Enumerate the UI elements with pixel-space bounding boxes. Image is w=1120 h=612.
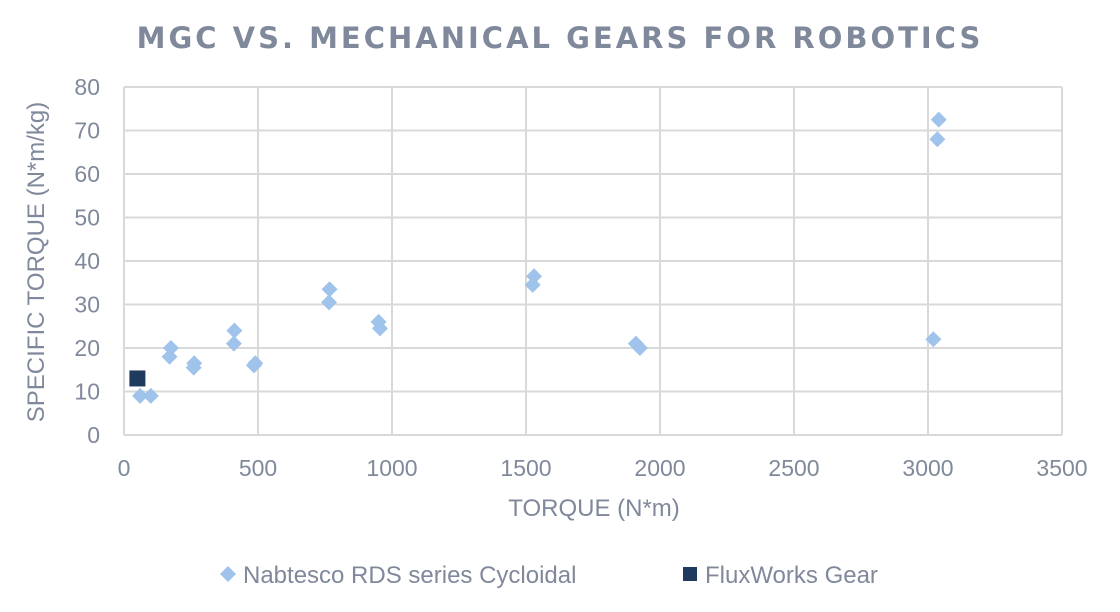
x-tick-label: 3500 — [1036, 455, 1087, 481]
x-tick-label: 1500 — [500, 455, 551, 481]
legend-item-nabtesco: Nabtesco RDS series Cycloidal — [220, 562, 576, 589]
y-tick-label: 80 — [74, 74, 100, 100]
y-tick-label: 70 — [74, 118, 100, 144]
x-tick-label: 2500 — [768, 455, 819, 481]
diamond-icon — [220, 566, 236, 582]
y-tick-label: 10 — [74, 379, 100, 405]
x-tick-label: 2000 — [634, 455, 685, 481]
y-tick-label: 50 — [74, 205, 100, 231]
nabtesco-point — [225, 335, 242, 352]
y-tick-label: 20 — [74, 335, 100, 361]
x-axis-label: TORQUE (N*m) — [508, 495, 680, 522]
nabtesco-point — [321, 294, 338, 311]
nabtesco-point — [929, 131, 946, 148]
legend-label-nabtesco: Nabtesco RDS series Cycloidal — [243, 562, 576, 589]
y-tick-label: 30 — [74, 292, 100, 318]
grid-lines — [123, 86, 1063, 436]
y-axis-label: SPECIFIC TORQUE (N*m/kg) — [23, 102, 50, 422]
data-points — [129, 111, 947, 404]
nabtesco-point — [631, 340, 648, 356]
legend-item-fluxworks: FluxWorks Gear — [683, 562, 878, 589]
y-tick-label: 60 — [74, 161, 100, 187]
axis-ticks: 0 10 20 30 40 50 60 70 80 0 500 1000 1500 2000 2500 300… — [74, 74, 1087, 481]
nabtesco-point — [162, 340, 179, 356]
x-tick-label: 500 — [239, 455, 277, 481]
nabtesco-point — [321, 281, 338, 298]
y-tick-label: 0 — [87, 422, 100, 448]
nabtesco-point — [930, 111, 947, 128]
nabtesco-point — [371, 320, 388, 337]
x-tick-label: 1000 — [366, 455, 417, 481]
fluxworks-point — [129, 370, 146, 387]
y-tick-label: 40 — [74, 248, 100, 274]
square-icon — [683, 567, 697, 581]
nabtesco-point — [132, 387, 149, 404]
legend-label-fluxworks: FluxWorks Gear — [705, 562, 878, 589]
legend: Nabtesco RDS series Cycloidal FluxWorks … — [220, 562, 878, 589]
x-tick-label: 3000 — [902, 455, 953, 481]
x-tick-label: 0 — [118, 455, 131, 481]
nabtesco-point — [526, 268, 543, 285]
nabtesco-point — [142, 387, 159, 404]
nabtesco-point — [226, 322, 243, 339]
nabtesco-point — [925, 331, 942, 348]
nabtesco-point — [186, 355, 203, 372]
chart-title: MGC VS. MECHANICAL GEARS FOR ROBOTICS — [137, 21, 984, 55]
nabtesco-point — [247, 355, 264, 372]
